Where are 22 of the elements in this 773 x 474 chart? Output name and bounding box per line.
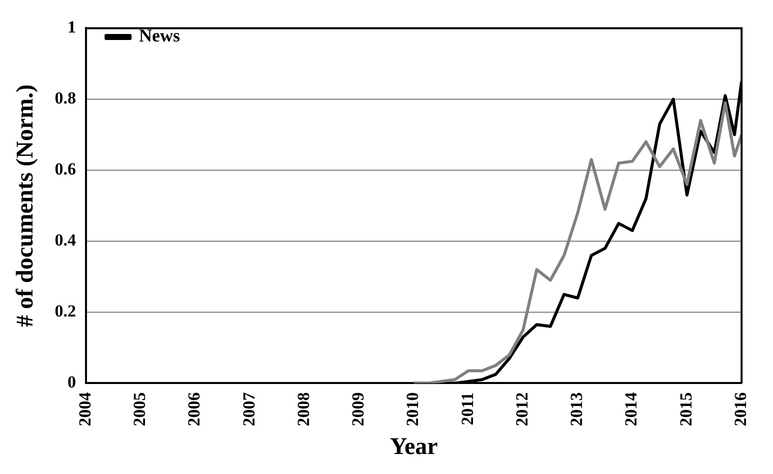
x-tick-label: 2010 [403, 392, 422, 426]
y-tick-label: 0.2 [54, 302, 76, 321]
x-tick-label: 2011 [458, 392, 477, 426]
legend-label: News [139, 26, 180, 46]
x-tick-label: 2009 [348, 392, 368, 426]
x-tick-label: 2007 [239, 392, 258, 426]
x-tick-label: 2005 [130, 392, 150, 426]
y-tick-label: 1 [68, 18, 76, 37]
y-tick-label: 0.8 [54, 88, 76, 108]
x-tick-label: 2012 [512, 392, 532, 426]
y-tick-label: 0.6 [54, 160, 76, 179]
x-tick-label: 2013 [567, 392, 586, 426]
y-tick-label: 0 [68, 372, 76, 392]
x-tick-label: 2008 [294, 392, 313, 426]
x-tick-label: 2006 [184, 392, 204, 426]
x-tick-label: 2004 [75, 392, 94, 426]
y-tick-label: 0.4 [54, 230, 77, 250]
y-axis-title: # of documents (Norm.) [12, 84, 39, 328]
x-axis-title: Year [390, 434, 438, 460]
x-tick-label: 2014 [622, 392, 641, 426]
x-tick-label: 2016 [730, 392, 750, 426]
x-tick-label: 2015 [676, 392, 696, 426]
